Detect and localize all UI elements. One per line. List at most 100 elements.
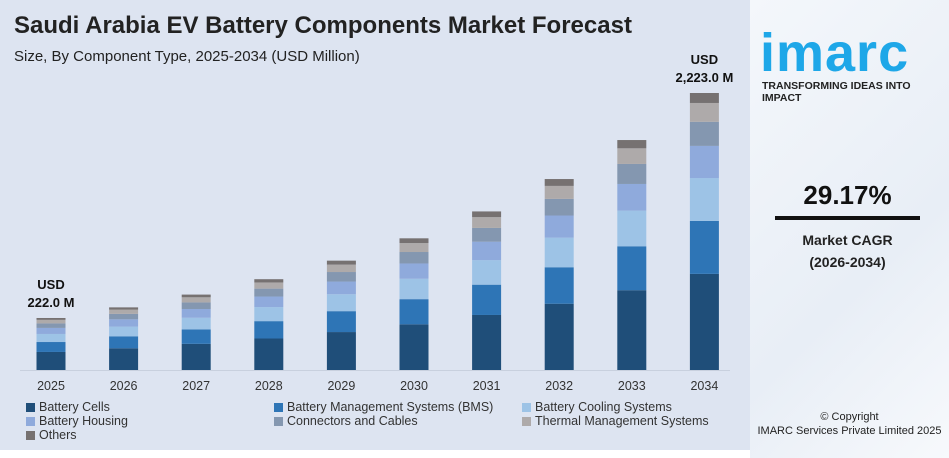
bar-segment xyxy=(544,215,574,238)
bar-segment xyxy=(689,102,719,122)
x-tick-label: 2026 xyxy=(110,379,138,393)
bar-segment xyxy=(689,93,719,103)
legend-item: Thermal Management Systems xyxy=(522,414,709,428)
bar-segment xyxy=(181,329,211,344)
bar-segment xyxy=(36,323,66,328)
bar-segment xyxy=(399,243,429,253)
bar-segment xyxy=(109,319,139,327)
bar-segment xyxy=(254,321,284,339)
bar-segment xyxy=(326,281,356,295)
cagr-period: (2026-2034) xyxy=(809,254,886,270)
bar-segment xyxy=(472,314,502,370)
bar-segment xyxy=(109,309,139,314)
legend-col-3: Battery Cooling Systems Thermal Manageme… xyxy=(522,400,709,428)
bar-segment xyxy=(689,178,719,221)
bar-segment xyxy=(181,343,211,370)
bar-segment xyxy=(544,237,574,268)
legend-item: Connectors and Cables xyxy=(274,414,493,428)
bar-segment xyxy=(472,260,502,285)
bar-segment xyxy=(472,211,502,218)
legend-label: Others xyxy=(39,428,77,442)
bar-segment xyxy=(254,282,284,289)
bar-segment xyxy=(254,296,284,308)
x-tick-label: 2027 xyxy=(182,379,210,393)
imarc-logo: imarc xyxy=(760,23,910,83)
data-label: USD xyxy=(37,277,64,292)
bar-segment xyxy=(472,241,502,261)
bar-segment xyxy=(326,311,356,333)
x-tick-label: 2029 xyxy=(327,379,355,393)
legend-item: Battery Cooling Systems xyxy=(522,400,709,414)
bar-segment xyxy=(254,279,284,283)
legend-col-2: Battery Management Systems (BMS) Connect… xyxy=(274,400,493,428)
x-tick-label: 2032 xyxy=(545,379,573,393)
bar-segment xyxy=(399,299,429,325)
chart-title: Saudi Arabia EV Battery Components Marke… xyxy=(14,12,632,39)
bar-segment xyxy=(544,198,574,216)
bar-segment xyxy=(36,342,66,352)
x-tick-label: 2033 xyxy=(618,379,646,393)
bar-segment xyxy=(109,307,139,310)
bar-segment xyxy=(689,273,719,370)
bar-segment xyxy=(617,163,647,184)
bar-segment xyxy=(617,148,647,164)
legend-label: Battery Cooling Systems xyxy=(535,400,672,414)
bar-segment xyxy=(617,140,647,149)
bar-segment xyxy=(689,121,719,146)
bar-segment xyxy=(36,351,66,370)
legend-label: Connectors and Cables xyxy=(287,414,418,428)
legend-item: Battery Management Systems (BMS) xyxy=(274,400,493,414)
bar-segment xyxy=(109,313,139,320)
bar-segment xyxy=(617,183,647,211)
divider xyxy=(775,216,920,220)
bar-segment xyxy=(181,302,211,309)
legend-col-1: Battery Cells Battery Housing Others xyxy=(26,400,128,442)
bar-segment xyxy=(254,338,284,370)
bar-segment xyxy=(36,317,66,320)
legend-label: Thermal Management Systems xyxy=(535,414,709,428)
bar-segment xyxy=(472,284,502,315)
bar-segment xyxy=(181,297,211,303)
bar-segment xyxy=(326,294,356,312)
x-tick-label: 2031 xyxy=(473,379,501,393)
bar-segment xyxy=(109,326,139,337)
bar-segment xyxy=(399,263,429,279)
bar-segment xyxy=(326,332,356,370)
data-label: 2,223.0 M xyxy=(675,70,733,85)
bar-segment xyxy=(399,324,429,370)
bar-segment xyxy=(689,220,719,274)
bar-segment xyxy=(617,290,647,370)
bar-segment xyxy=(472,227,502,242)
stacked-bar-chart: 2025 USD 222.0 M 2026 2027 2028 2029 2030 2031 20… xyxy=(20,52,733,393)
legend-item: Others xyxy=(26,428,128,442)
bar-segment xyxy=(326,260,356,265)
bar-segment xyxy=(36,319,66,324)
brand-tagline: TRANSFORMING IDEAS INTO IMPACT xyxy=(762,80,911,104)
data-label: 222.0 M xyxy=(28,295,75,310)
bar-segment xyxy=(544,267,574,304)
bar-segment xyxy=(326,272,356,282)
x-tick-label: 2028 xyxy=(255,379,283,393)
x-tick-label: 2030 xyxy=(400,379,428,393)
bar-segment xyxy=(544,179,574,186)
legend-label: Battery Cells xyxy=(39,400,110,414)
bar-segment xyxy=(544,185,574,199)
cagr-value: 29.17% xyxy=(803,180,892,210)
legend-item: Battery Cells xyxy=(26,400,128,414)
bar-segment xyxy=(36,333,66,343)
bar-segment xyxy=(617,210,647,247)
bar-segment xyxy=(254,307,284,322)
x-tick-label: 2025 xyxy=(37,379,65,393)
bar-segment xyxy=(689,145,719,179)
legend-label: Battery Management Systems (BMS) xyxy=(287,400,494,414)
bar-segment xyxy=(326,264,356,273)
bar-segment xyxy=(399,238,429,244)
bar-segment xyxy=(36,327,66,334)
cagr-label: Market CAGR xyxy=(802,232,893,248)
brand-panel xyxy=(750,0,949,458)
bar-segment xyxy=(399,278,429,300)
bar-segment xyxy=(181,308,211,318)
bar-segment xyxy=(399,252,429,264)
copyright: © Copyright xyxy=(820,411,879,423)
bar-segment xyxy=(254,288,284,297)
